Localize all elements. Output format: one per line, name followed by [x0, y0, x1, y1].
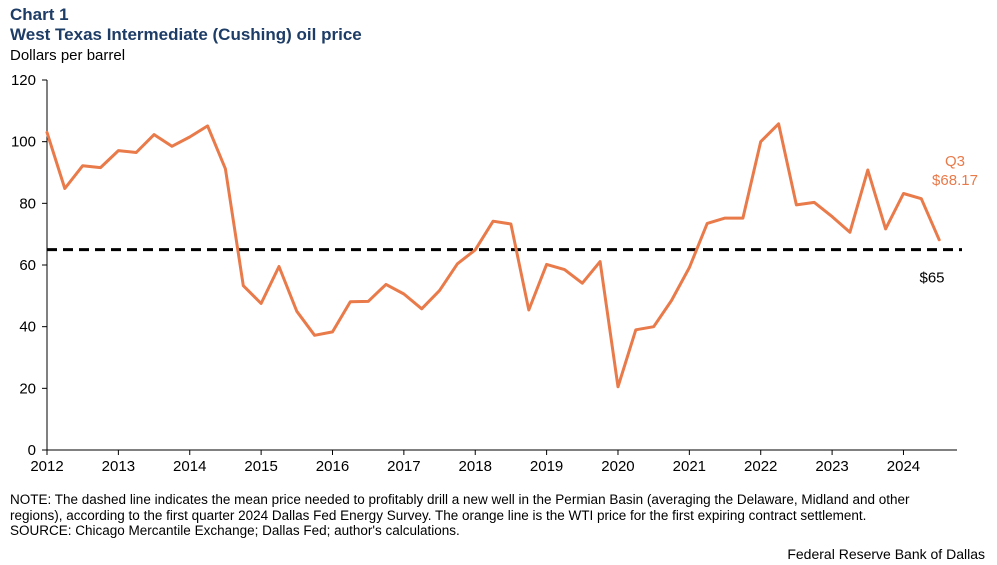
x-tick-label: 2021 — [673, 458, 706, 475]
q3-annotation-value: $68.17 — [932, 172, 978, 189]
x-axis: 2012 2013 2014 2015 2016 2017 2018 2019 2020 2021… — [30, 449, 957, 475]
publisher-credit: Federal Reserve Bank of Dallas — [787, 546, 985, 562]
annotation-group: Q3 $68.17 — [932, 153, 978, 189]
y-tick-label: 60 — [19, 257, 36, 274]
note-line-1: NOTE: The dashed line indicates the mean… — [10, 492, 910, 507]
source-line: SOURCE: Chicago Mercantile Exchange; Dal… — [10, 523, 460, 538]
chart-number: Chart 1 — [10, 5, 69, 24]
chart-title: West Texas Intermediate (Cushing) oil pr… — [10, 25, 362, 44]
x-tick-label: 2019 — [530, 458, 563, 475]
x-tick-label: 2014 — [173, 458, 206, 475]
x-tick-label: 2016 — [316, 458, 349, 475]
y-axis-units-label: Dollars per barrel — [10, 47, 126, 64]
y-tick-label: 0 — [28, 442, 36, 459]
x-tick-label: 2024 — [887, 458, 920, 475]
x-tick-label: 2022 — [744, 458, 777, 475]
x-tick-label: 2012 — [30, 458, 63, 475]
y-tick-label: 80 — [19, 195, 36, 212]
y-tick-label: 100 — [11, 134, 36, 151]
x-tick-label: 2015 — [244, 458, 277, 475]
y-tick-label: 120 — [11, 72, 36, 89]
reference-line-group: $65 — [47, 248, 962, 287]
reference-line-label: $65 — [920, 270, 945, 287]
y-tick-label: 20 — [19, 380, 36, 397]
line-chart: 0 20 40 60 80 100 120 2012 2013 2014 2015 2016 2017… — [11, 72, 978, 475]
note-line-2: regions), according to the first quarter… — [10, 507, 867, 523]
x-tick-label: 2013 — [102, 458, 135, 475]
x-tick-label: 2017 — [387, 458, 420, 475]
wti-price-line — [45, 122, 941, 389]
x-tick-label: 2023 — [815, 458, 848, 475]
series-group — [45, 122, 941, 389]
y-axis: 0 20 40 60 80 100 120 — [11, 72, 48, 459]
chart-notes: NOTE: The dashed line indicates the mean… — [10, 492, 990, 539]
x-tick-label: 2018 — [459, 458, 492, 475]
q3-annotation-label: Q3 — [945, 153, 965, 170]
y-tick-label: 40 — [19, 319, 36, 336]
x-tick-label: 2020 — [601, 458, 634, 475]
